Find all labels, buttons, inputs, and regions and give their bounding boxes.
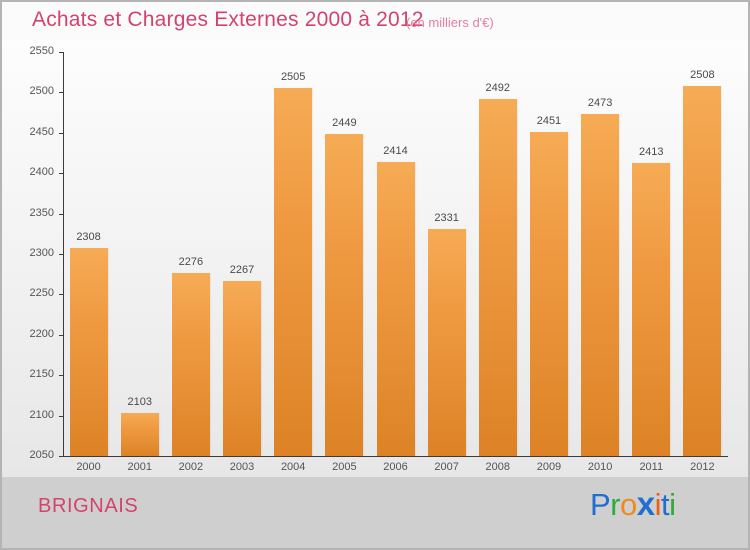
x-axis-line <box>63 456 728 457</box>
logo-letter: P <box>590 487 611 522</box>
title-band: Achats et Charges Externes 2000 à 2012 (… <box>2 2 748 40</box>
y-axis-tick-label: 2250 <box>29 287 54 300</box>
plot-area: 2050 2100 2150 2200 2250 2300 2350 2400 2450 2500… <box>2 40 748 477</box>
logo-letter: i <box>669 487 676 522</box>
y-axis-tick <box>59 334 64 336</box>
y-axis-tick-label: 2400 <box>29 166 54 179</box>
y-axis-tick-label: 2050 <box>29 449 54 461</box>
bar[interactable] <box>478 98 517 456</box>
page-title: Achats et Charges Externes 2000 à 2012 <box>32 8 424 31</box>
x-axis-tick-label: 2002 <box>178 461 204 473</box>
logo-letter: t <box>661 487 670 522</box>
y-axis-tick-label: 2200 <box>29 327 54 340</box>
logo-letter: x <box>636 485 655 522</box>
y-axis-tick-label: 2450 <box>29 125 54 138</box>
footer-band: BRIGNAIS <box>2 477 748 548</box>
bar-value-label: 2449 <box>332 116 357 129</box>
x-axis-tick-label: 2011 <box>639 461 664 473</box>
bar-value-label: 2451 <box>536 114 562 127</box>
bar[interactable] <box>69 247 108 456</box>
x-axis-tick-label: 2005 <box>332 461 357 473</box>
bar[interactable] <box>325 133 364 456</box>
y-axis-tick <box>59 415 64 417</box>
bar[interactable] <box>274 88 313 456</box>
bar[interactable] <box>376 161 415 456</box>
plot-panel: 2050 2100 2150 2200 2250 2300 2350 2400 2450 2500… <box>2 40 748 477</box>
bar-value-label: 2308 <box>76 230 101 243</box>
y-axis-tick-label: 2500 <box>29 85 54 98</box>
y-axis-tick <box>59 213 64 215</box>
x-axis-tick-label: 2004 <box>280 461 306 473</box>
y-axis-tick <box>59 456 64 457</box>
y-axis-tick <box>59 375 64 377</box>
bar-value-label: 2414 <box>383 144 408 157</box>
bar[interactable] <box>529 131 568 456</box>
x-axis-tick-label: 2003 <box>229 461 255 473</box>
proxiti-logo[interactable]: Proxiti <box>590 487 676 520</box>
bar[interactable] <box>581 114 620 456</box>
x-axis-tick-label: 2009 <box>536 461 562 473</box>
y-axis-tick-label: 2550 <box>29 45 54 57</box>
y-axis-tick <box>59 173 64 175</box>
y-axis-tick-label: 2350 <box>29 206 54 219</box>
x-axis-tick-label: 2008 <box>485 461 511 473</box>
bar-value-label: 2276 <box>178 256 204 269</box>
bar-value-label: 2413 <box>639 145 664 158</box>
bar-value-label: 2492 <box>485 81 511 94</box>
x-axis-tick-label: 2001 <box>127 461 152 473</box>
bar[interactable] <box>683 85 722 456</box>
x-axis-tick-label: 2007 <box>434 461 459 473</box>
bar-value-label: 2331 <box>434 211 459 224</box>
logo-letter: o <box>620 487 637 522</box>
bar[interactable] <box>171 273 210 456</box>
y-axis-tick <box>59 132 64 134</box>
y-axis-tick <box>59 294 64 296</box>
bar[interactable] <box>427 228 466 456</box>
x-axis-tick-label: 2000 <box>76 461 101 473</box>
y-axis-tick <box>59 254 64 255</box>
x-axis-tick-label: 2006 <box>383 461 408 473</box>
bar[interactable] <box>223 280 262 456</box>
y-axis-tick-label: 2150 <box>29 368 54 381</box>
bar-value-label: 2103 <box>127 396 152 409</box>
commune-name: BRIGNAIS <box>38 495 139 517</box>
bar[interactable] <box>632 162 671 456</box>
x-axis-tick-label: 2010 <box>587 461 613 473</box>
y-axis-tick-label: 2300 <box>29 247 54 259</box>
bar-value-label: 2508 <box>690 68 715 81</box>
bar-value-label: 2473 <box>587 97 613 110</box>
y-axis-tick <box>59 92 64 94</box>
bar-value-label: 2505 <box>280 71 306 84</box>
y-axis-tick-label: 2100 <box>29 408 54 421</box>
bar-value-label: 2267 <box>229 263 255 276</box>
y-axis-tick <box>59 52 64 53</box>
bar[interactable] <box>120 413 159 456</box>
logo-letter: r <box>610 487 621 522</box>
chart-subtitle: (en milliers d'€) <box>406 15 494 30</box>
logo-letter: i <box>654 487 662 522</box>
x-axis-tick-label: 2012 <box>690 461 715 473</box>
